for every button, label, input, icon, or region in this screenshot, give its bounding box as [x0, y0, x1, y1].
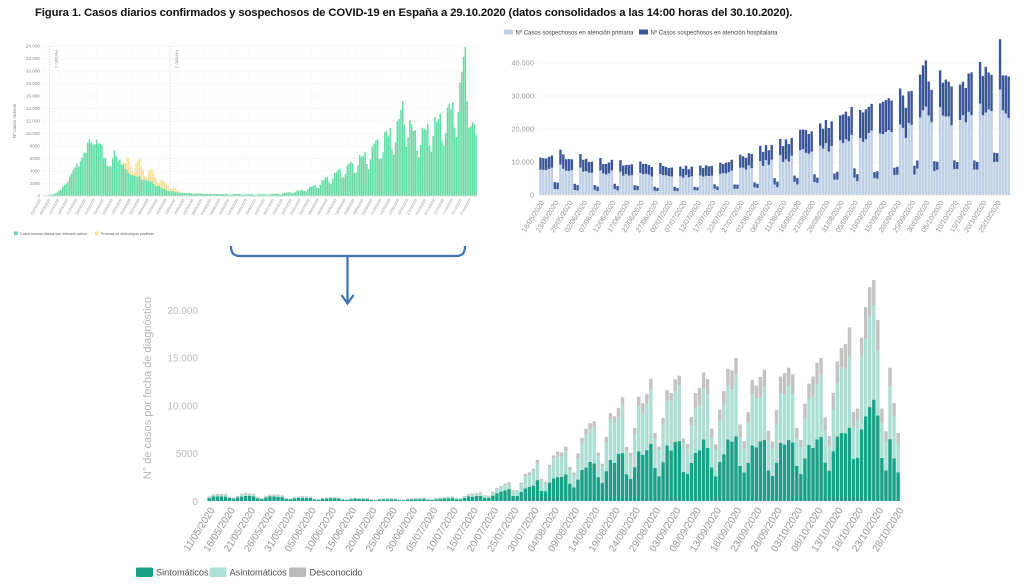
svg-text:0: 0 [192, 497, 198, 508]
svg-text:Casos nuevos diarios con infec: Casos nuevos diarios con infección activ… [20, 232, 87, 236]
svg-text:0: 0 [37, 194, 40, 199]
svg-text:22.000: 22.000 [26, 56, 40, 61]
svg-text:Nº Casos sospechosos en atenci: Nº Casos sospechosos en atención primari… [516, 30, 635, 37]
svg-text:20.000: 20.000 [511, 125, 534, 134]
svg-text:5000: 5000 [176, 449, 199, 460]
svg-text:12.000: 12.000 [26, 119, 40, 124]
svg-text:6000: 6000 [30, 156, 41, 161]
svg-text:Nº Casos sospechosos en atenci: Nº Casos sospechosos en atención hospita… [651, 30, 779, 37]
svg-text:Sintomáticos: Sintomáticos [156, 568, 209, 578]
svg-text:Desconocido: Desconocido [310, 568, 363, 578]
svg-text:8000: 8000 [30, 144, 41, 149]
svg-text:4000: 4000 [30, 169, 41, 174]
svg-text:24.000: 24.000 [26, 44, 40, 49]
svg-text:16.000: 16.000 [26, 94, 40, 99]
svg-text:Período 1: Período 1 [54, 50, 59, 69]
svg-text:Nº casos nuevos: Nº casos nuevos [12, 103, 17, 138]
svg-text:20.000: 20.000 [167, 306, 198, 317]
svg-text:15.000: 15.000 [167, 354, 198, 365]
svg-text:10.000: 10.000 [511, 158, 534, 167]
svg-text:0: 0 [530, 191, 534, 200]
svg-text:18.000: 18.000 [26, 81, 40, 86]
svg-text:Asintomáticos: Asintomáticos [230, 568, 288, 578]
svg-text:N° de casos por fecha de diagn: N° de casos por fecha de diagnóstico [142, 297, 154, 479]
svg-text:2000: 2000 [30, 181, 41, 186]
svg-text:40.000: 40.000 [511, 59, 534, 68]
svg-text:10.000: 10.000 [26, 131, 40, 136]
svg-text:Pruebas de anticuerpos positiv: Pruebas de anticuerpos positivas [101, 232, 154, 236]
svg-text:Período 2: Período 2 [175, 50, 180, 69]
svg-text:14.000: 14.000 [26, 106, 40, 111]
svg-text:30.000: 30.000 [511, 92, 534, 101]
svg-text:10.000: 10.000 [167, 401, 198, 412]
svg-text:20.000: 20.000 [26, 69, 40, 74]
